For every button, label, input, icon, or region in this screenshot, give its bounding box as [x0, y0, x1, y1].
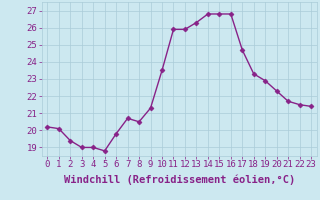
X-axis label: Windchill (Refroidissement éolien,°C): Windchill (Refroidissement éolien,°C): [64, 175, 295, 185]
